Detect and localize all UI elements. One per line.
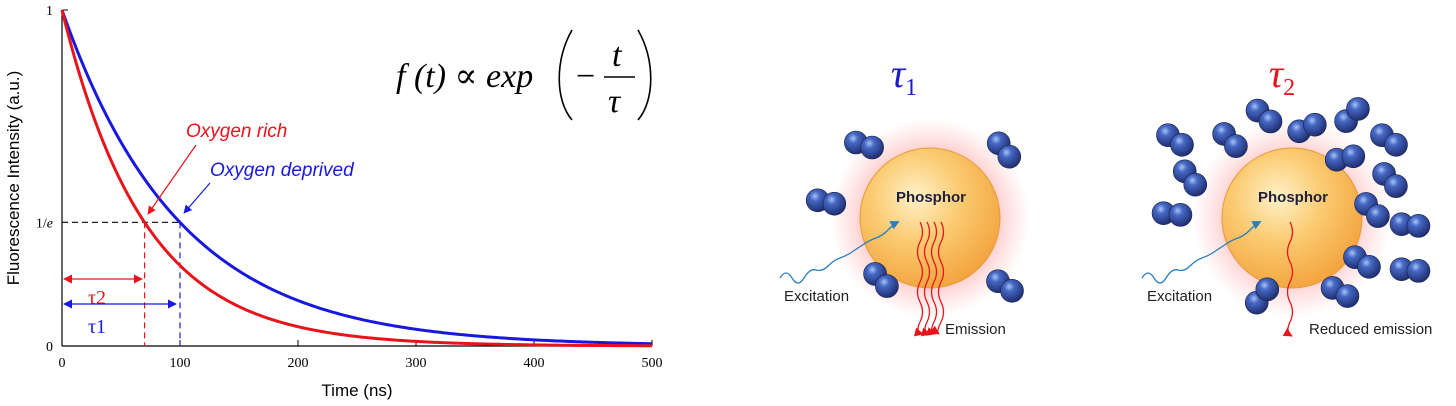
oxygen-atom [1406, 214, 1431, 238]
diagram-panel-tau1: τ1 Phosphor Excitation Emission [779, 51, 1030, 338]
y-tick-label: 0 [46, 340, 53, 355]
phosphor-label: Phosphor [896, 189, 966, 206]
oxygen-atom [1000, 278, 1024, 303]
x-axis-label: Time (ns) [321, 381, 392, 400]
guides [62, 221, 181, 346]
excitation-wave [1141, 221, 1262, 284]
panel1-title: τ1 [891, 51, 917, 101]
excitation-label: Excitation [1147, 288, 1212, 305]
oxygen-atom [997, 144, 1022, 169]
decay-chart: 0 100 200 300 400 500 0 1/e 1 Time (ns) Fluores… [4, 4, 663, 400]
phosphor-label: Phosphor [1258, 189, 1328, 206]
oxygen-atom [1168, 203, 1193, 227]
y-axis-label: Fluorescence Intensity (a.u.) [4, 71, 23, 285]
oxygen-atom [1303, 112, 1327, 137]
series-label-oxygen-deprived: Oxygen deprived [210, 160, 355, 181]
x-tick-label: 300 [406, 356, 427, 371]
oxygen-atom [1346, 97, 1370, 121]
reduced-emission-wave [1282, 221, 1294, 337]
decay-formula: f (t) ∝ exp − t τ [396, 29, 652, 121]
oxygen-atom [1406, 259, 1431, 283]
formula-paren-left [558, 29, 573, 121]
oxygen-atom [1224, 134, 1248, 158]
panel2-title: τ2 [1269, 51, 1295, 101]
emission-waves [913, 221, 945, 337]
excitation-wave [779, 221, 900, 284]
svg-text:f (t) ∝ exp: f (t) ∝ exp [396, 58, 533, 95]
series-line [60, 9, 653, 346]
oxygen-atom [1357, 254, 1381, 279]
emission-label: Emission [945, 321, 1006, 338]
oxygen-deprived-pointer [183, 182, 211, 214]
oxygen-atom [1183, 172, 1208, 197]
x-tick-label: 200 [288, 356, 309, 371]
formula-paren-right [637, 29, 652, 121]
oxygen-atom [1258, 109, 1283, 134]
x-tick-label: 100 [170, 356, 191, 371]
oxygen-molecules [805, 130, 1024, 303]
x-tick-label: 0 [59, 356, 66, 371]
y-tick-label: 1 [46, 4, 53, 19]
series-line [60, 9, 652, 348]
oxygen-atom [1384, 174, 1408, 198]
oxygen-atom [1170, 132, 1194, 157]
oxygen-atom [1366, 204, 1390, 228]
series [60, 9, 653, 348]
oxygen-rich-pointer [147, 144, 197, 215]
reduced-emission-label: Reduced emission [1309, 321, 1432, 338]
svg-text:−: − [576, 58, 595, 95]
series-label-oxygen-rich: Oxygen rich [186, 121, 287, 142]
oxygen-atom [1384, 132, 1408, 157]
oxygen-molecules [1151, 97, 1431, 315]
oxygen-atom [1341, 144, 1366, 169]
y-ticks: 0 1/e 1 [36, 4, 68, 355]
tau1-label: τ1 [88, 316, 106, 338]
svg-text:τ: τ [608, 83, 622, 120]
svg-text:t: t [612, 37, 623, 74]
tau2-label: τ2 [88, 287, 106, 309]
oxygen-atom [822, 191, 847, 216]
x-tick-label: 500 [642, 356, 663, 371]
x-tick-label: 400 [524, 356, 545, 371]
oxygen-atom [860, 135, 884, 160]
y-tick-label: 1/e [36, 216, 53, 231]
oxygen-atom [1255, 277, 1280, 302]
x-ticks: 0 100 200 300 400 500 [59, 340, 663, 371]
excitation-label: Excitation [784, 288, 849, 305]
oxygen-atom [875, 274, 899, 298]
phosphor-core [859, 147, 1001, 289]
oxygen-atom [1335, 284, 1360, 308]
phosphor-core [1221, 147, 1363, 289]
diagram-panel-tau2: τ2 Phosphor Excitation Reduced emission [1141, 51, 1432, 338]
